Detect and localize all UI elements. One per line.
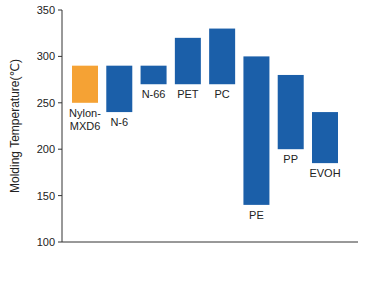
y-axis	[62, 10, 63, 242]
range-bar	[209, 29, 235, 85]
range-bar	[141, 66, 167, 85]
range-bar	[243, 56, 269, 204]
y-tick-label: 100	[37, 236, 55, 248]
y-tick	[58, 56, 62, 57]
y-axis-label: Molding Temperature(℃)	[8, 59, 22, 193]
category-label: Nylon-MXD6	[69, 107, 101, 132]
chart: Nylon-MXD6 N-6 N-66 PET PC PE PP EVOH 100 150 200 2…	[0, 0, 367, 284]
y-tick-label: 250	[37, 97, 55, 109]
bars	[72, 29, 338, 205]
category-label: PC	[215, 88, 230, 100]
y-tick	[58, 242, 62, 243]
y-tick-label: 350	[37, 4, 55, 16]
category-label: N-6	[110, 116, 128, 128]
y-tick	[58, 149, 62, 150]
y-tick	[58, 10, 62, 11]
range-bar	[278, 75, 304, 149]
y-tick-label: 150	[37, 190, 55, 202]
category-label: EVOH	[309, 167, 340, 179]
category-label: PET	[177, 88, 199, 100]
range-bar	[106, 66, 132, 112]
y-tick-label: 200	[37, 143, 55, 155]
category-label: PP	[283, 153, 298, 165]
range-bar	[312, 112, 338, 163]
x-axis	[62, 242, 358, 243]
range-bar	[175, 38, 201, 84]
y-tick-label: 300	[37, 50, 55, 62]
category-label: PE	[249, 209, 264, 221]
range-bar	[72, 66, 98, 103]
y-tick	[58, 102, 62, 103]
y-tick	[58, 195, 62, 196]
category-label: N-66	[142, 88, 166, 100]
